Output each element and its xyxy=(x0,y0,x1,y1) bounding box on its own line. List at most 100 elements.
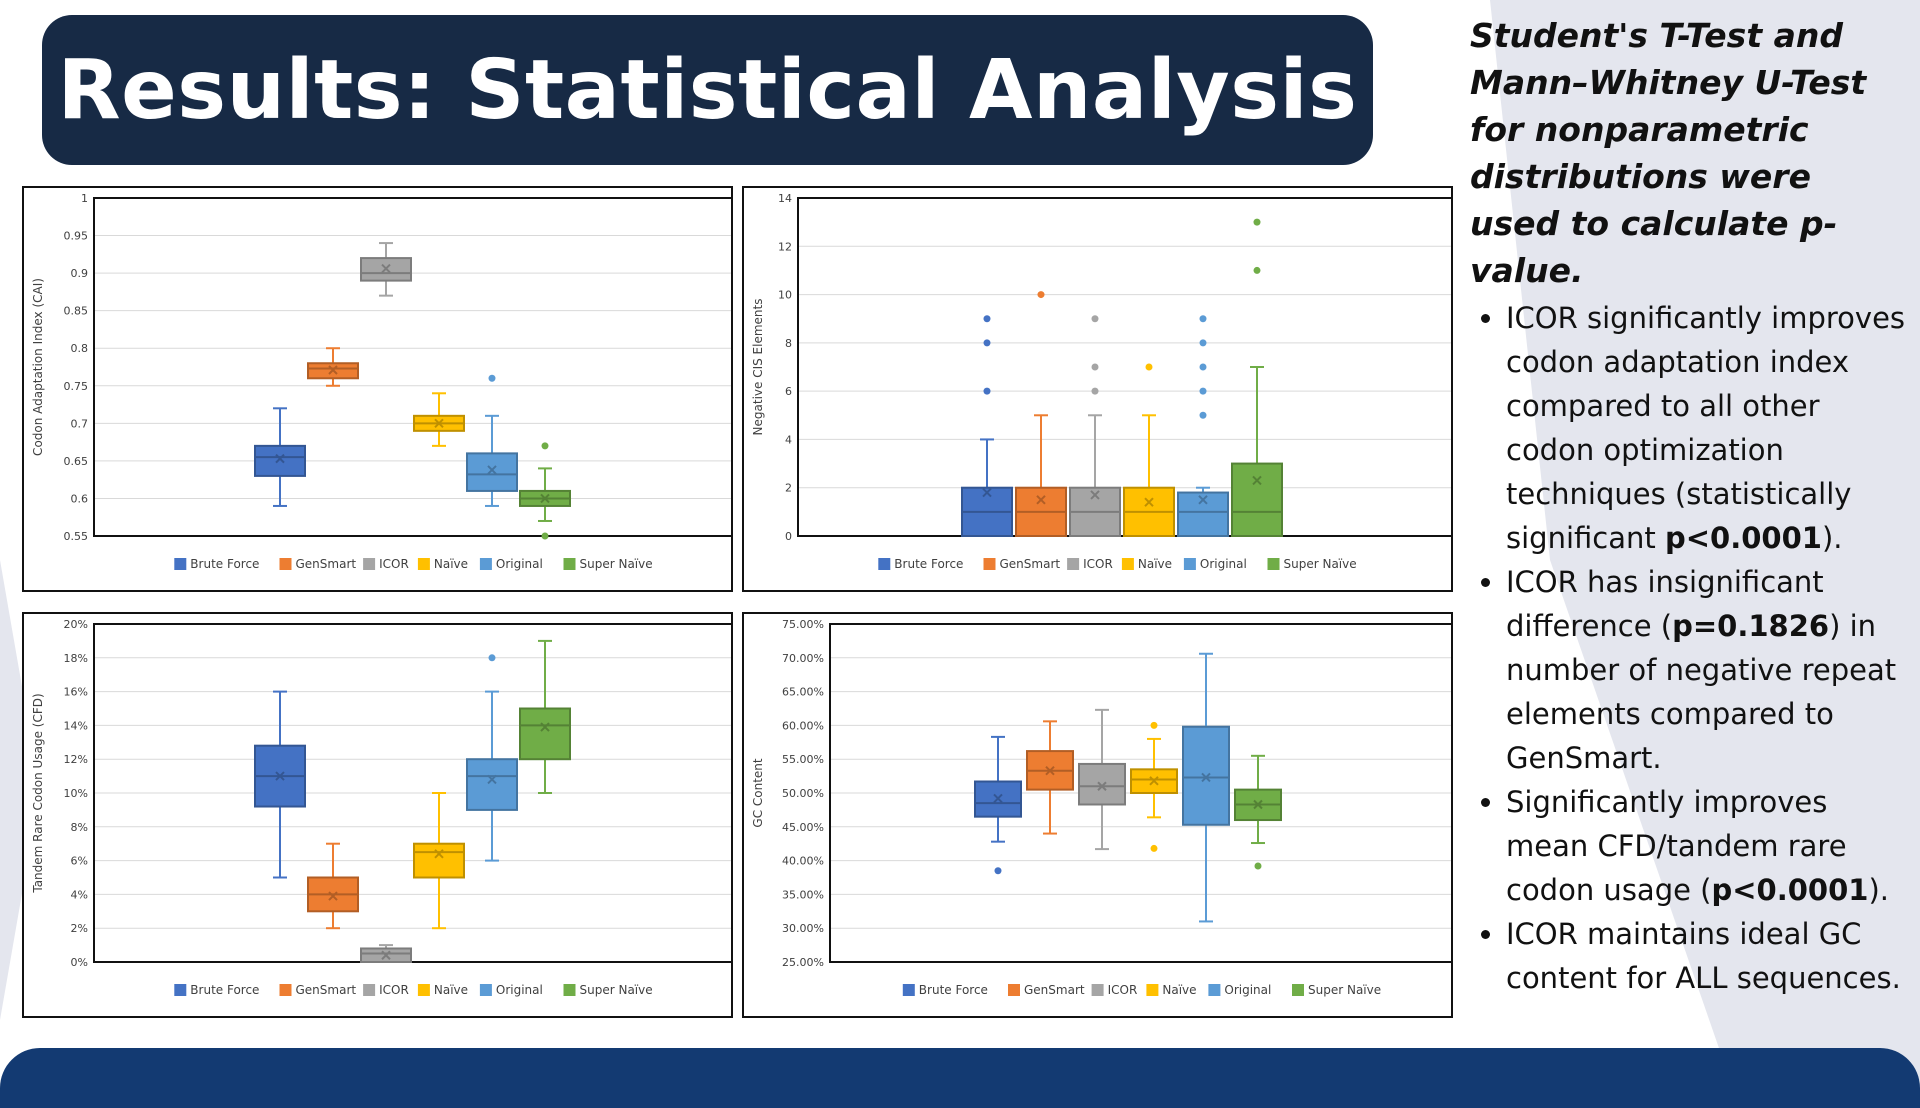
y-tick-label: 45.00% xyxy=(782,821,824,834)
finding-text-end: ). xyxy=(1821,521,1843,555)
box-original xyxy=(466,374,518,507)
box-iqr xyxy=(466,452,518,492)
y-tick-label: 10% xyxy=(64,787,88,800)
y-axis-label: Tandem Rare Codon Usage (CFD) xyxy=(31,693,45,893)
mean-marker xyxy=(1097,781,1107,791)
legend-label: Brute Force xyxy=(190,557,259,571)
mean-marker xyxy=(1090,490,1100,500)
y-tick-label: 2% xyxy=(71,922,88,935)
y-tick-label: 35.00% xyxy=(782,888,824,901)
legend-swatch xyxy=(417,984,430,996)
box-gensmart xyxy=(1026,720,1074,835)
outlier-point xyxy=(1199,315,1207,323)
plot-area xyxy=(93,623,731,963)
mean-marker xyxy=(1144,497,1154,507)
legend-swatch xyxy=(1208,984,1221,996)
legend-item: Original xyxy=(479,983,543,997)
y-tick-label: 4 xyxy=(785,433,792,446)
box-iqr xyxy=(519,707,571,761)
box-original xyxy=(1182,652,1230,923)
finding-pvalue: p=0.1826 xyxy=(1672,609,1830,643)
y-tick-label: 0.6 xyxy=(71,492,89,505)
box-na-ve xyxy=(1123,363,1175,538)
legend-label: GenSmart xyxy=(296,983,357,997)
outlier-point xyxy=(488,374,496,382)
box-na-ve xyxy=(1130,721,1178,852)
box-brute-force xyxy=(961,315,1013,538)
finding-item: ICOR maintains ideal GC content for ALL … xyxy=(1506,912,1910,1000)
box-super-na-ve xyxy=(519,442,571,540)
legend-swatch xyxy=(363,558,376,570)
mean-marker xyxy=(540,493,550,504)
mean-marker xyxy=(1036,495,1046,505)
box-brute-force xyxy=(974,735,1022,875)
y-tick-label: 30.00% xyxy=(782,922,824,935)
legend-swatch xyxy=(1183,558,1196,570)
y-tick-label: 6% xyxy=(71,855,88,868)
box-super-na-ve xyxy=(519,639,571,794)
y-tick-label: 16% xyxy=(64,686,88,699)
finding-item: ICOR has insignificant difference (p=0.1… xyxy=(1506,560,1910,780)
y-tick-label: 10 xyxy=(778,289,792,302)
mean-marker xyxy=(434,849,444,859)
legend-item: Naïve xyxy=(1121,557,1172,571)
plot-area xyxy=(797,197,1451,537)
y-tick-label: 0.85 xyxy=(64,305,89,318)
legend-label: GenSmart xyxy=(1024,983,1085,997)
y-tick-label: 55.00% xyxy=(782,753,824,766)
box-plot-svg: 25.00% 30.00% 35.00% 40.00% 45.00% 50.00% 55.0… xyxy=(751,618,1451,997)
legend-label: Brute Force xyxy=(894,557,963,571)
box-original xyxy=(1177,315,1229,537)
page-title: Results: Statistical Analysis xyxy=(57,42,1358,138)
mean-marker xyxy=(328,891,338,901)
legend-item: GenSmart xyxy=(983,557,1060,571)
y-tick-label: 6 xyxy=(785,385,792,398)
mean-marker xyxy=(540,722,550,732)
mean-marker xyxy=(275,771,285,781)
finding-item: ICOR significantly improves codon adapta… xyxy=(1506,296,1910,560)
outlier-point xyxy=(994,867,1002,875)
legend-item: GenSmart xyxy=(1008,983,1085,997)
finding-pvalue: p<0.0001 xyxy=(1711,873,1869,907)
y-tick-label: 0.9 xyxy=(71,267,89,280)
legend-item: GenSmart xyxy=(279,557,356,571)
legend-swatch xyxy=(1292,984,1304,996)
legend-swatch xyxy=(902,984,915,996)
legend-label: Brute Force xyxy=(919,983,988,997)
box-na-ve xyxy=(413,392,465,447)
legend-item: Brute Force xyxy=(902,983,988,997)
mean-marker xyxy=(328,365,338,375)
box-gensmart xyxy=(307,347,359,387)
title-banner: Results: Statistical Analysis xyxy=(42,15,1373,165)
outlier-point xyxy=(1199,339,1207,347)
legend-label: Naïve xyxy=(434,983,468,997)
y-tick-label: 2 xyxy=(785,482,792,495)
box-plot-svg: 0% 2% 4% 6% 8% 10% 12% 14% 16% 18% 20% Tandem Rare … xyxy=(31,618,731,997)
outlier-point xyxy=(983,387,991,395)
box-gensmart xyxy=(307,842,359,930)
y-tick-label: 14 xyxy=(778,192,792,205)
legend-label: Naïve xyxy=(1162,983,1196,997)
legend-swatch xyxy=(174,984,187,996)
legend-label: Original xyxy=(496,983,543,997)
y-tick-label: 12% xyxy=(64,753,88,766)
legend-label: Super Naïve xyxy=(1284,557,1357,571)
box-icor xyxy=(360,242,412,297)
legend-item: Naïve xyxy=(417,557,468,571)
outlier-point xyxy=(541,532,549,540)
background-shape xyxy=(1490,0,1920,1080)
box-brute-force xyxy=(254,407,306,507)
legend-item: Brute Force xyxy=(174,557,259,571)
outlier-point xyxy=(1253,266,1261,274)
legend-swatch xyxy=(1267,558,1280,570)
legend-item: Super Naïve xyxy=(1267,557,1357,571)
method-lead: Student's T-Test and Mann–Whitney U-Test… xyxy=(1470,16,1867,290)
y-tick-label: 0.8 xyxy=(71,342,89,355)
mean-marker xyxy=(487,774,497,785)
legend-item: Naïve xyxy=(1146,983,1197,997)
legend-label: Super Naïve xyxy=(580,983,653,997)
legend-item: Original xyxy=(479,557,543,571)
legend-swatch xyxy=(479,558,492,570)
y-tick-label: 14% xyxy=(64,719,88,732)
legend-label: Original xyxy=(1224,983,1271,997)
